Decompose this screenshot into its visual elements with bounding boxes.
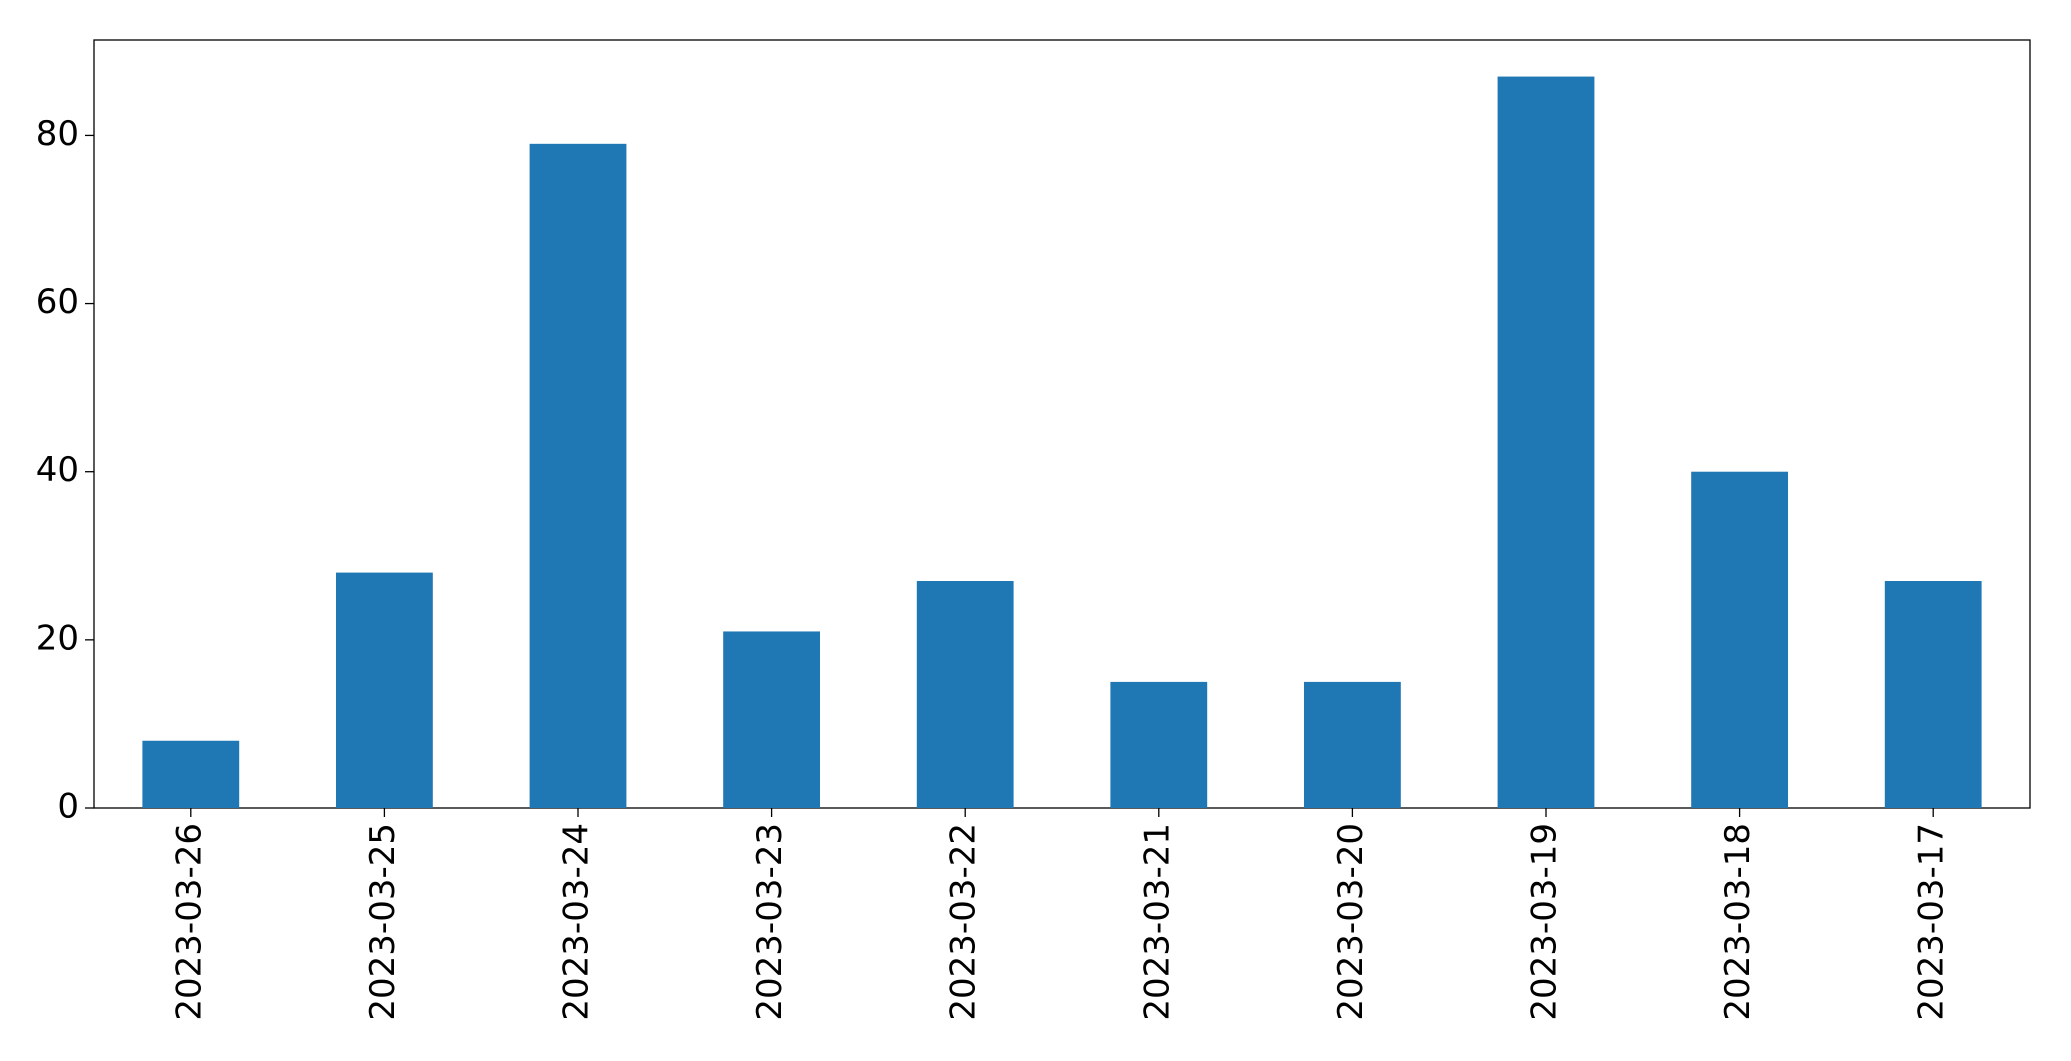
bar xyxy=(1110,681,1208,808)
x-tick-label: 2023-03-24 xyxy=(557,823,597,1021)
y-tick-label: 20 xyxy=(36,618,79,658)
x-tick-label: 2023-03-18 xyxy=(1718,823,1758,1021)
x-tick-label: 2023-03-20 xyxy=(1331,823,1371,1021)
y-tick-label: 0 xyxy=(57,787,79,827)
bar xyxy=(142,740,240,808)
x-tick-label: 2023-03-26 xyxy=(169,823,209,1021)
x-tick-label: 2023-03-17 xyxy=(1912,823,1952,1021)
y-tick-label: 80 xyxy=(36,114,79,154)
plot-frame xyxy=(93,39,2031,809)
x-tick-label: 2023-03-23 xyxy=(750,823,790,1021)
y-tick-label: 40 xyxy=(36,450,79,490)
bar xyxy=(723,631,820,808)
x-tick-label: 2023-03-21 xyxy=(1137,823,1177,1021)
bar xyxy=(1497,76,1595,809)
bar xyxy=(336,572,433,808)
bar xyxy=(916,581,1014,808)
x-tick-label: 2023-03-25 xyxy=(363,823,403,1021)
x-tick-label: 2023-03-22 xyxy=(944,823,984,1021)
y-tick-label: 60 xyxy=(36,282,79,322)
x-tick-label: 2023-03-19 xyxy=(1525,823,1565,1021)
bar xyxy=(1884,581,1982,808)
bar xyxy=(1304,681,1401,808)
bar xyxy=(529,143,627,808)
bar xyxy=(1691,471,1788,808)
